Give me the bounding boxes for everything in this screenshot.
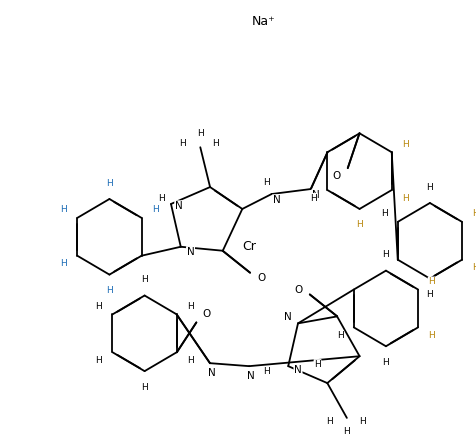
Text: H: H bbox=[179, 139, 186, 148]
Text: N: N bbox=[208, 368, 216, 378]
Text: H: H bbox=[187, 356, 193, 365]
Text: H: H bbox=[426, 183, 432, 191]
Text: H: H bbox=[380, 209, 387, 218]
Text: N: N bbox=[294, 365, 301, 375]
Text: N: N bbox=[284, 312, 291, 323]
Text: H: H bbox=[151, 205, 158, 215]
Text: H: H bbox=[141, 275, 148, 284]
Text: H: H bbox=[95, 356, 102, 365]
Text: H: H bbox=[60, 259, 67, 268]
Text: H: H bbox=[60, 205, 67, 215]
Text: N: N bbox=[247, 371, 255, 381]
Text: H: H bbox=[427, 277, 434, 286]
Text: H: H bbox=[471, 263, 476, 272]
Text: H: H bbox=[401, 140, 408, 149]
Text: H: H bbox=[263, 367, 269, 376]
Text: H: H bbox=[310, 194, 317, 202]
Text: O: O bbox=[201, 309, 210, 319]
Text: H: H bbox=[401, 194, 408, 202]
Text: O: O bbox=[331, 171, 339, 181]
Text: H: H bbox=[343, 427, 349, 436]
Text: N: N bbox=[311, 190, 319, 200]
Text: H: H bbox=[106, 179, 112, 187]
Text: O: O bbox=[293, 284, 301, 295]
Text: N: N bbox=[272, 195, 280, 205]
Text: H: H bbox=[382, 250, 388, 259]
Text: H: H bbox=[356, 220, 362, 229]
Text: H: H bbox=[358, 417, 365, 427]
Text: H: H bbox=[197, 129, 203, 138]
Text: H: H bbox=[141, 382, 148, 392]
Text: H: H bbox=[212, 139, 219, 148]
Text: H: H bbox=[314, 360, 320, 369]
Text: H: H bbox=[471, 209, 476, 218]
Text: O: O bbox=[257, 273, 266, 283]
Text: H: H bbox=[325, 417, 332, 427]
Text: H: H bbox=[263, 177, 269, 187]
Text: H: H bbox=[187, 302, 193, 311]
Text: H: H bbox=[106, 286, 112, 295]
Text: N: N bbox=[175, 201, 182, 211]
Text: H: H bbox=[336, 331, 343, 340]
Text: H: H bbox=[95, 302, 102, 311]
Text: N: N bbox=[186, 247, 194, 257]
Text: Na⁺: Na⁺ bbox=[251, 15, 275, 28]
Text: Cr: Cr bbox=[242, 240, 256, 253]
Text: H: H bbox=[427, 331, 434, 340]
Text: H: H bbox=[382, 357, 388, 367]
Text: H: H bbox=[158, 194, 164, 204]
Text: H: H bbox=[426, 290, 432, 299]
